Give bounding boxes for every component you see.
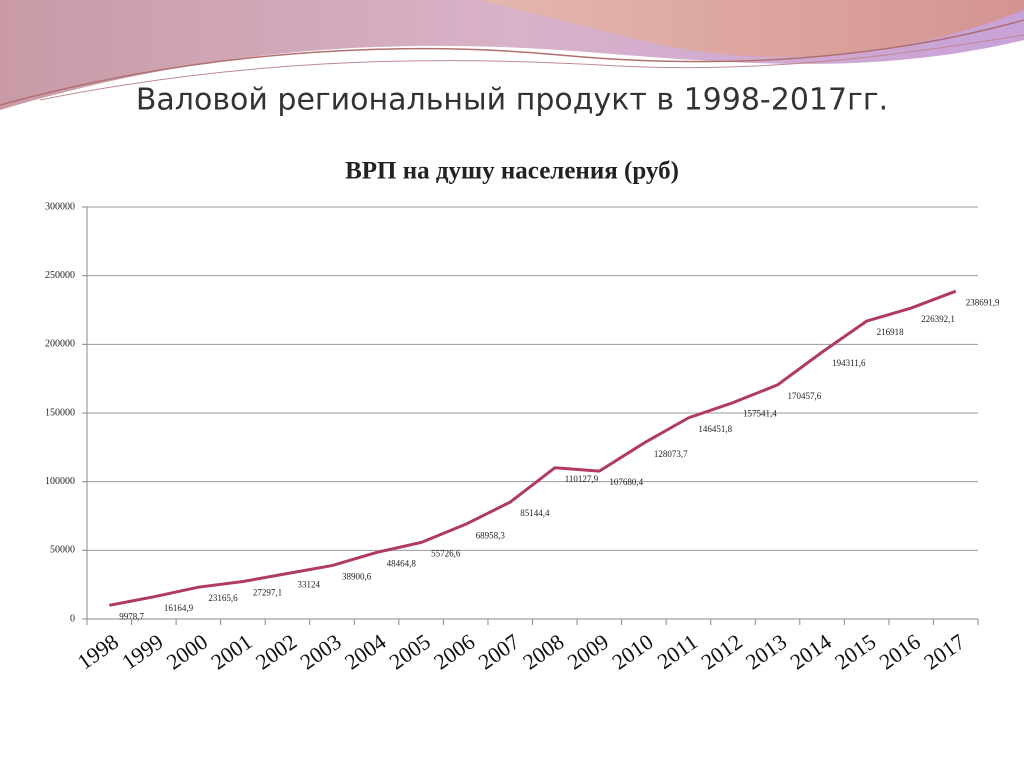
slide-title: Валовой региональный продукт в 1998-2017… — [136, 83, 888, 118]
data-label: 238691,9 — [966, 297, 1000, 307]
x-tick-label: 2004 — [340, 629, 390, 675]
x-tick-label: 2015 — [830, 629, 880, 675]
x-tick-label: 2012 — [696, 629, 746, 675]
data-label: 157541,4 — [743, 409, 777, 419]
data-label: 33124 — [297, 580, 320, 590]
data-label: 170457,6 — [788, 391, 822, 401]
data-label: 48464,8 — [387, 559, 417, 569]
y-tick-label: 50000 — [50, 545, 75, 556]
x-tick-label: 2001 — [206, 629, 256, 675]
data-label: 23165,6 — [208, 593, 238, 603]
x-tick-label: 2003 — [295, 629, 345, 675]
x-tick-label: 2016 — [875, 629, 925, 675]
y-tick-label: 150000 — [45, 407, 75, 418]
data-label: 194311,6 — [832, 358, 866, 368]
data-label: 146451,8 — [698, 424, 732, 434]
data-label: 226392,1 — [921, 314, 955, 324]
x-tick-label: 2011 — [652, 629, 702, 674]
data-label: 27297,1 — [253, 588, 282, 598]
x-tick-label: 2017 — [919, 629, 969, 675]
y-tick-label: 300000 — [45, 201, 75, 212]
x-tick-label: 2013 — [741, 629, 791, 675]
data-label: 68958,3 — [476, 530, 506, 540]
data-label: 55726,6 — [431, 549, 461, 559]
data-label: 216918 — [877, 327, 905, 337]
x-tick-label: 2000 — [162, 629, 212, 675]
data-label: 9978,7 — [119, 611, 144, 621]
x-tick-label: 1998 — [73, 629, 123, 675]
plot: 0 50000 100000 150000 200000 250000 300000 1998… — [45, 201, 1000, 674]
x-tick-label: 2006 — [429, 629, 479, 675]
data-label: 107680,4 — [609, 477, 643, 487]
x-tick-label: 2010 — [607, 629, 657, 675]
data-label: 16164,9 — [164, 603, 194, 613]
y-tick-label: 250000 — [45, 270, 75, 281]
header-decoration — [0, 0, 1024, 110]
y-tick-label: 0 — [70, 613, 75, 624]
data-label: 110127,9 — [565, 474, 599, 484]
x-tick-label: 2002 — [251, 629, 301, 675]
chart-title: ВРП на душу населения (руб) — [345, 158, 679, 185]
x-tick-label: 2008 — [518, 629, 568, 675]
y-tick-label: 100000 — [45, 476, 75, 487]
data-label: 128073,7 — [654, 449, 688, 459]
x-tick-label: 2005 — [385, 629, 435, 675]
x-tick-label: 2014 — [785, 629, 835, 675]
x-tick-label: 2007 — [474, 629, 524, 675]
x-tick-label: 2009 — [563, 629, 613, 675]
data-line — [108, 289, 957, 607]
x-tick-label: 1999 — [117, 629, 167, 675]
y-tick-label: 200000 — [45, 339, 75, 350]
data-label: 38900,6 — [342, 572, 372, 582]
data-label: 85144,4 — [520, 508, 550, 518]
